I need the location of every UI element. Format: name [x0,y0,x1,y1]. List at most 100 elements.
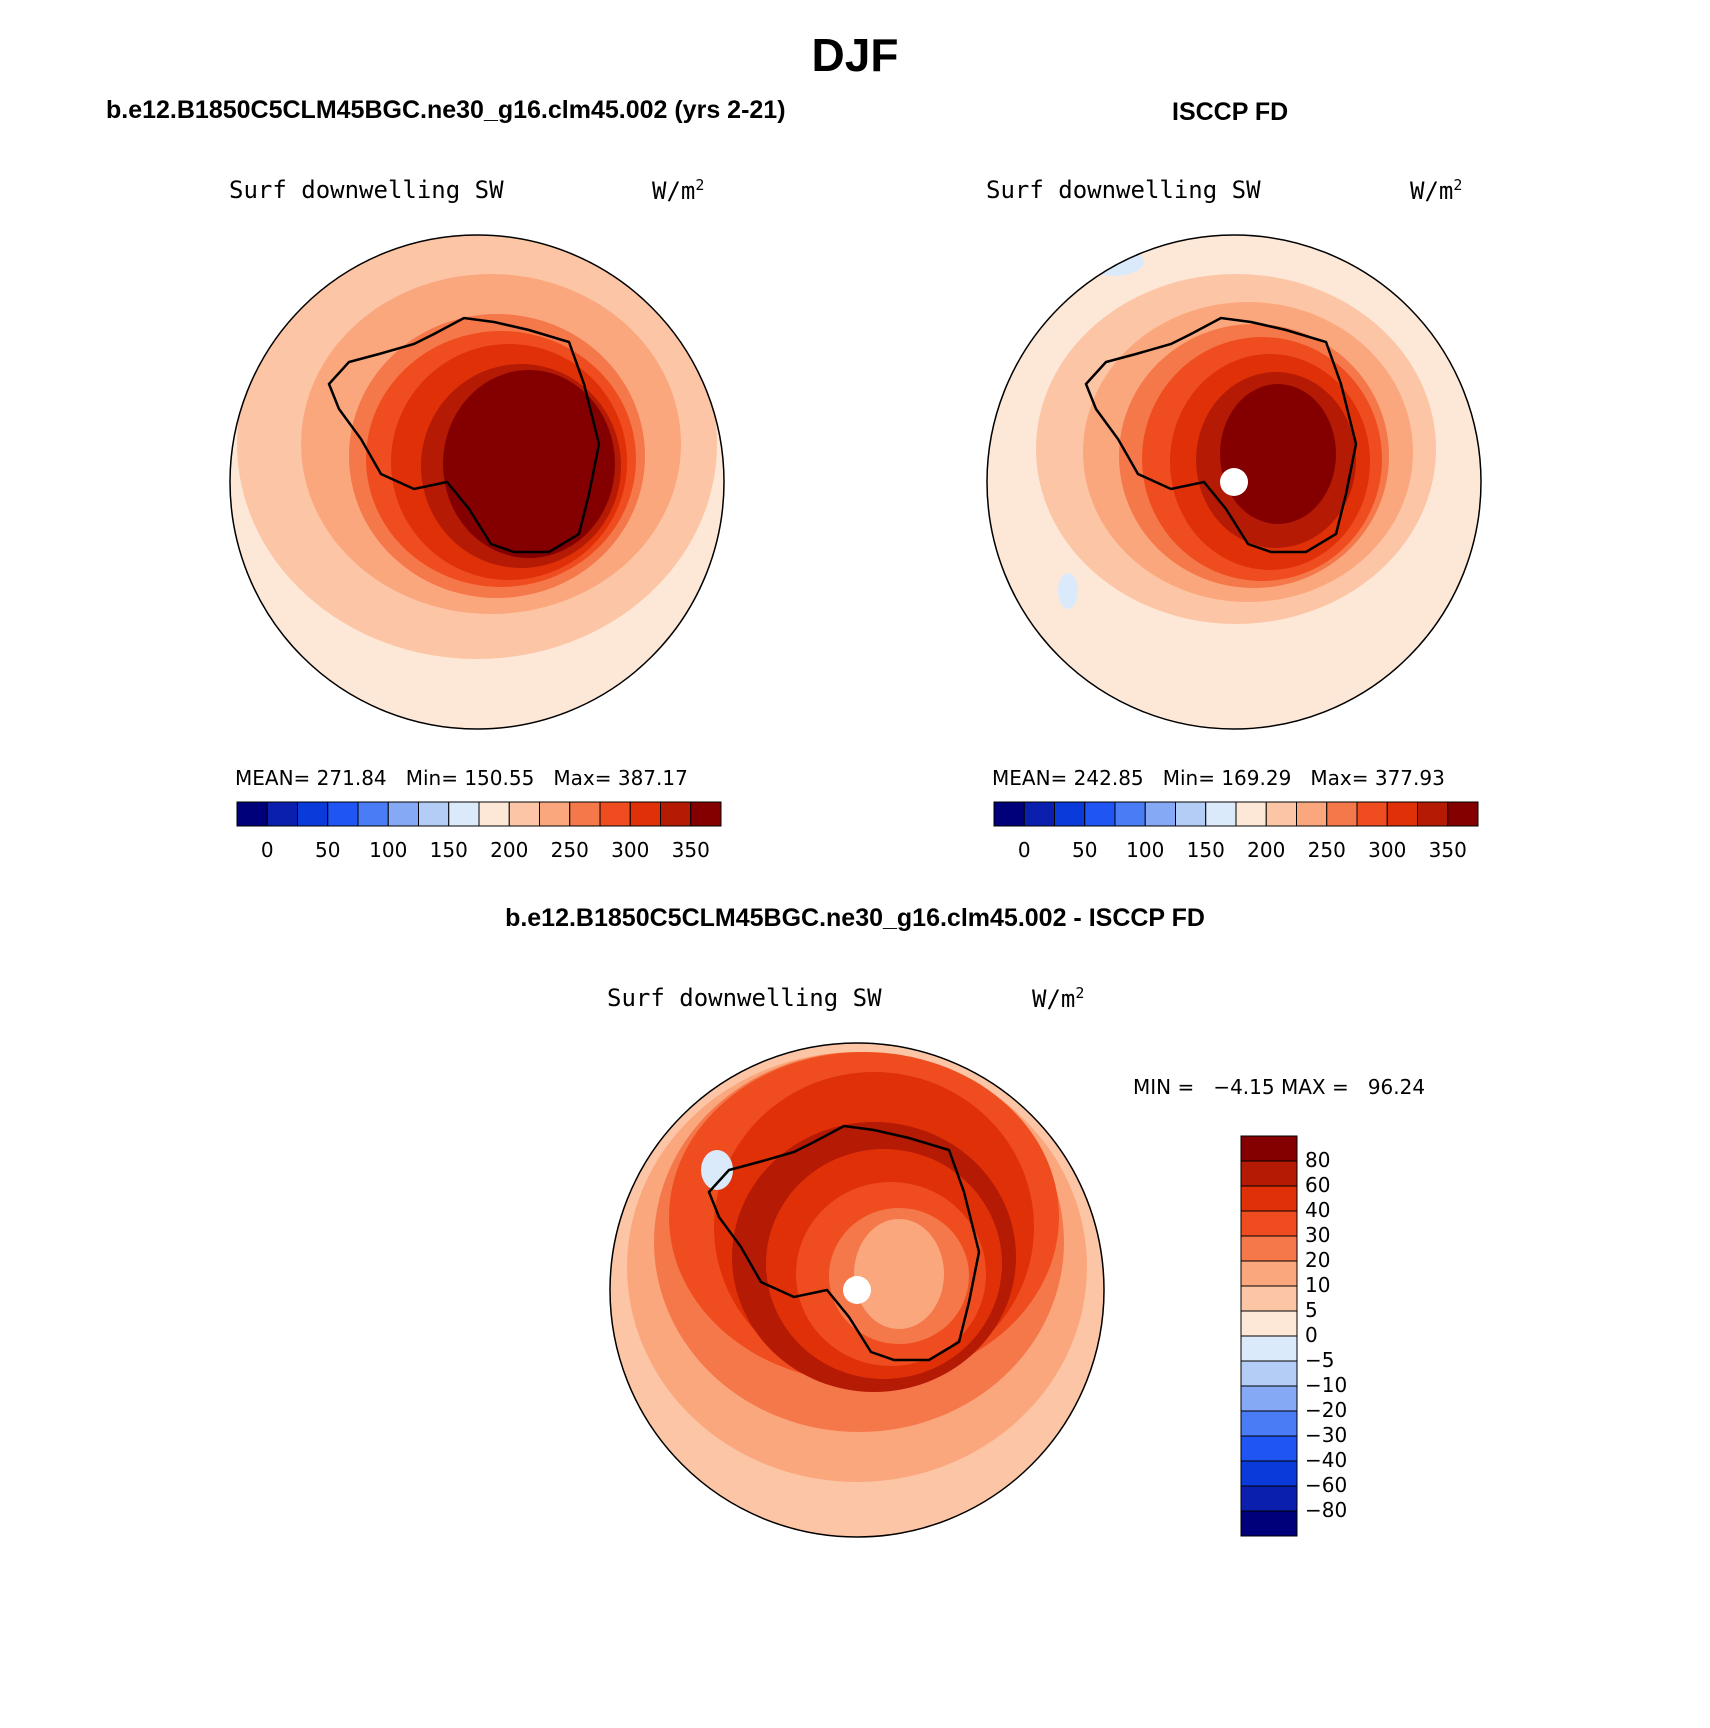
model-colorbar-tick-label: 50 [315,838,341,862]
diff-colorbar-box [1240,1235,1298,1262]
model-variable-label: Surf downwelling SW [229,176,504,204]
diff-colorbar-box [1240,1185,1298,1212]
obs-colorbar-tick-label: 350 [1428,838,1467,862]
obs-colorbar-box [993,801,1025,827]
diff-colorbar-box [1240,1335,1298,1362]
diff-colorbar-box [1240,1210,1298,1237]
model-colorbar-box [236,801,268,827]
model-colorbar-box [569,801,601,827]
diff-colorbar-tick-label: 0 [1305,1323,1318,1347]
model-colorbar-box [266,801,298,827]
model-colorbar-box [629,801,661,827]
obs-colorbar-box [1417,801,1449,827]
model-colorbar-box [387,801,419,827]
obs-colorbar-tick-label: 300 [1368,838,1407,862]
diff-colorbar-box [1240,1510,1298,1537]
obs-colorbar-box [1175,801,1207,827]
diff-antarctica-coastline [707,1124,981,1362]
diff-fill-inner10 [854,1219,944,1329]
model-colorbar-box [599,801,631,827]
diff-colorbar-tick-label: −5 [1305,1348,1335,1372]
obs-colorbar-tick-label: 0 [1017,838,1031,862]
model-case-title: b.e12.B1850C5CLM45BGC.ne30_g16.clm45.002… [106,96,786,124]
obs-colorbar-box [1084,801,1116,827]
diff-colorbar-box [1240,1260,1298,1287]
model-colorbar-tick-label: 100 [369,838,408,862]
model-colorbar-box [297,801,329,827]
obs-case-title: ISCCP FD [1172,98,1289,126]
model-colorbar-box [508,801,540,827]
diff-colorbar-tick-label: 80 [1305,1148,1331,1172]
diff-colorbar-tick-label: −20 [1305,1398,1348,1422]
model-antarctica-coastline [327,316,601,554]
diff-map [609,1042,1105,1538]
model-colorbar-box [478,801,510,827]
model-colorbar-tick-label: 300 [611,838,650,862]
obs-colorbar-box [1265,801,1297,827]
diff-colorbar-tick-label: −30 [1305,1423,1348,1447]
model-colorbar-box [690,801,722,827]
diff-colorbar-box [1240,1310,1298,1337]
obs-colorbar-box [1144,801,1176,827]
model-colorbar [236,801,722,827]
obs-colorbar-box [1235,801,1267,827]
obs-colorbar-box [1296,801,1328,827]
diff-colorbar-tick-label: −80 [1305,1498,1348,1522]
obs-colorbar-box [1023,801,1055,827]
model-map [229,234,725,730]
season-title: DJF [811,29,899,81]
model-colorbar-tick-label: 200 [490,838,529,862]
obs-stats: MEAN= 242.85 Min= 169.29 Max= 377.93 [992,766,1445,790]
obs-colorbar-box [1447,801,1479,827]
obs-colorbar [993,801,1479,827]
diff-colorbar-box [1240,1460,1298,1487]
obs-low-patch-sw [1058,573,1078,609]
diff-colorbar-tick-label: 10 [1305,1273,1331,1297]
model-units-label: W/m2 [652,176,705,205]
diff-colorbar-tick-label: 20 [1305,1248,1331,1272]
diff-colorbar-tick-label: −10 [1305,1373,1348,1397]
obs-colorbar-tick-label: 200 [1247,838,1286,862]
obs-colorbar-box [1054,801,1086,827]
obs-colorbar-tick-label: 100 [1126,838,1165,862]
diff-colorbar-box [1240,1435,1298,1462]
diff-colorbar-box [1240,1485,1298,1512]
diff-colorbar-tick-label: 40 [1305,1198,1331,1222]
model-colorbar-tick-label: 150 [429,838,468,862]
model-colorbar-box [357,801,389,827]
diff-minmax: MIN = −4.15 MAX = 96.24 [1133,1075,1426,1099]
diff-colorbar-box [1240,1135,1298,1162]
diff-colorbar [1240,1135,1298,1537]
diff-colorbar-box [1240,1160,1298,1187]
obs-fill-350 [1220,384,1336,524]
model-fill-350 [443,370,615,558]
diff-colorbar-tick-label: 5 [1305,1298,1318,1322]
obs-colorbar-tick-label: 250 [1307,838,1346,862]
diff-colorbar-box [1240,1285,1298,1312]
model-colorbar-tick-label: 0 [260,838,274,862]
obs-antarctica-coastline [1084,316,1358,554]
diff-colorbar-tick-label: −60 [1305,1473,1348,1497]
diff-colorbar-tick-label: 60 [1305,1173,1331,1197]
obs-colorbar-box [1386,801,1418,827]
obs-colorbar-tick-label: 50 [1072,838,1098,862]
obs-low-patch-nw [1084,248,1144,276]
diff-colorbar-tick-label: −40 [1305,1448,1348,1472]
obs-colorbar-box [1326,801,1358,827]
model-colorbar-box [660,801,692,827]
obs-colorbar-tick-label: 150 [1186,838,1225,862]
diff-variable-label: Surf downwelling SW [607,984,882,1012]
model-colorbar-box [327,801,359,827]
obs-units-label: W/m2 [1410,176,1463,205]
diff-colorbar-tick-label: 30 [1305,1223,1331,1247]
obs-variable-label: Surf downwelling SW [986,176,1261,204]
model-colorbar-tick-label: 250 [550,838,589,862]
model-colorbar-box [539,801,571,827]
model-colorbar-tick-label: 350 [671,838,710,862]
obs-map [986,234,1482,730]
diff-pole-hole [843,1276,871,1304]
model-colorbar-box [418,801,450,827]
diff-colorbar-box [1240,1410,1298,1437]
obs-colorbar-box [1205,801,1237,827]
obs-pole-hole [1220,468,1248,496]
